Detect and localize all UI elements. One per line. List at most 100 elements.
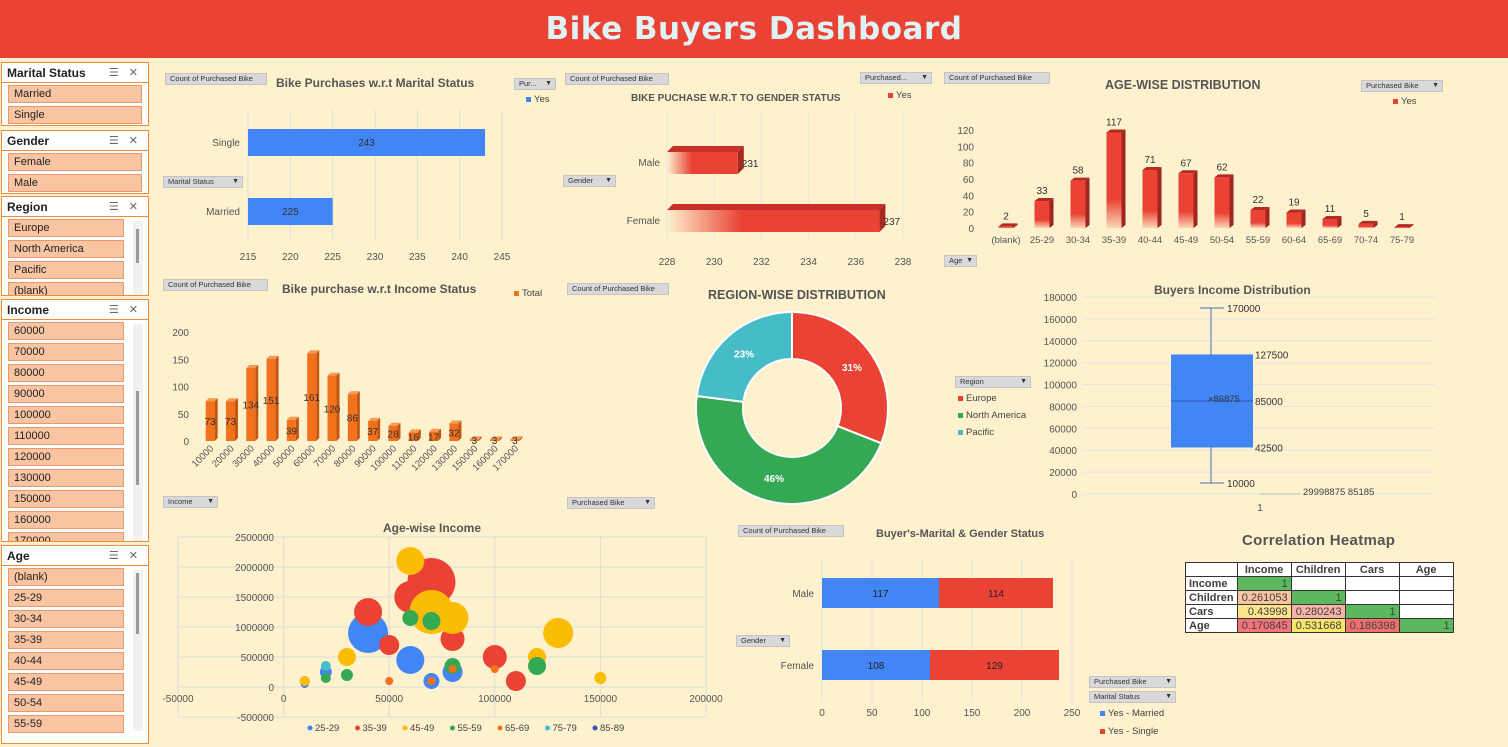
clear-filter-icon[interactable]: ✕: [128, 66, 138, 79]
field-button-count[interactable]: Count of Purchased Bike: [163, 279, 268, 291]
slicer-item[interactable]: 50-54: [8, 694, 124, 712]
field-button-purchased[interactable]: Purchased Bike ▼: [1361, 80, 1443, 92]
slicer-item[interactable]: Europe: [8, 219, 124, 237]
slicer-item[interactable]: 30-34: [8, 610, 124, 628]
data-label: 117: [1106, 117, 1122, 128]
slicer-item[interactable]: 70000: [8, 343, 124, 361]
bubble: [482, 645, 507, 669]
corr-cell: 0.170845: [1236, 618, 1292, 633]
x-tick-label: 10000: [190, 443, 216, 469]
field-button-gender[interactable]: Gender ▼: [563, 175, 616, 187]
multiselect-icon[interactable]: ☰: [108, 303, 119, 316]
y-tick-label: 180000: [1044, 293, 1078, 304]
field-button-count[interactable]: Count of Purchased Bike: [944, 72, 1050, 84]
field-button-count[interactable]: Count of Purchased Bike: [565, 73, 669, 85]
x-tick-label: 30000: [230, 443, 256, 469]
x-tick-label: (blank): [991, 235, 1020, 246]
slicer-item[interactable]: (blank): [8, 568, 124, 586]
slicer-scrollbar[interactable]: [133, 324, 143, 541]
multiselect-icon[interactable]: ☰: [108, 134, 119, 147]
slicer-item[interactable]: 60000: [8, 322, 124, 340]
bar-top: [225, 398, 238, 402]
field-button-count[interactable]: Count of Purchased Bike: [567, 283, 669, 295]
multiselect-icon[interactable]: ☰: [108, 200, 119, 213]
slicer-item[interactable]: 40-44: [8, 652, 124, 670]
slicer-item[interactable]: 170000: [8, 532, 124, 541]
corr-row-header: Children: [1185, 590, 1238, 605]
slicer-region[interactable]: Region ☰ ✕ Europe North America Pacific (blan…: [1, 196, 149, 296]
legend-label: 45-49: [410, 723, 434, 734]
slicer-item[interactable]: 100000: [8, 406, 124, 424]
slicer-scrollbar[interactable]: [133, 221, 143, 295]
slicer-item[interactable]: 45-49: [8, 673, 124, 691]
multiselect-icon[interactable]: ☰: [108, 66, 119, 79]
field-button-purchased[interactable]: Purchased Bike ▼: [1089, 676, 1176, 688]
field-button-marital[interactable]: Marital Status ▼: [1089, 691, 1176, 703]
field-button-purchased[interactable]: Pur... ▼: [514, 78, 556, 90]
bar-top: [307, 350, 320, 354]
slicer-item[interactable]: Married: [8, 85, 142, 103]
bar-top: [449, 420, 462, 424]
field-button-purchased[interactable]: Purchased Bike ▼: [567, 497, 655, 509]
slicer-item[interactable]: (blank): [8, 282, 124, 295]
data-label: 71: [1144, 155, 1156, 166]
bubble: [354, 598, 383, 626]
y-tick-label: 40: [963, 191, 975, 202]
field-button-income[interactable]: Income ▼: [163, 496, 218, 508]
filter-icon: ▼: [966, 257, 973, 264]
mean-label: ×86875: [1208, 394, 1240, 405]
slicer-age[interactable]: Age ☰ ✕ (blank) 25-29 30-34 35-39 40-44 45-49 50…: [1, 545, 149, 744]
bubble: [402, 610, 419, 626]
slicer-item[interactable]: 55-59: [8, 715, 124, 733]
slicer-item[interactable]: 130000: [8, 469, 124, 487]
bar-side: [1013, 223, 1018, 228]
field-button-gender[interactable]: Gender ▼: [736, 635, 790, 647]
slicer-item[interactable]: 120000: [8, 448, 124, 466]
legend-item-married: Yes - Married: [1100, 708, 1164, 719]
stacked-bar: [822, 578, 939, 608]
data-label: 28: [387, 429, 399, 440]
bar: [286, 419, 296, 441]
slicer-item[interactable]: 160000: [8, 511, 124, 529]
slicer-scrollbar[interactable]: [133, 570, 143, 731]
slicer-item[interactable]: 110000: [8, 427, 124, 445]
slicer-item[interactable]: 35-39: [8, 631, 124, 649]
slicer-item[interactable]: 90000: [8, 385, 124, 403]
data-label: 170000: [1227, 304, 1261, 315]
slicer-item[interactable]: 25-29: [8, 589, 124, 607]
slicer-income[interactable]: Income ☰ ✕ 60000 70000 80000 90000 100000 11000…: [1, 299, 149, 542]
slicer-item[interactable]: Male: [8, 174, 142, 192]
clear-filter-icon[interactable]: ✕: [128, 200, 138, 213]
slicer-item[interactable]: Pacific: [8, 261, 124, 279]
bubble: [422, 612, 441, 630]
slicer-item[interactable]: Female: [8, 153, 142, 171]
x-tick-label: 75-79: [1390, 235, 1414, 246]
bar: [368, 420, 378, 441]
field-button-count[interactable]: Count of Purchased Bike: [165, 73, 267, 85]
field-button-purchased[interactable]: Purchased... ▼: [860, 72, 932, 84]
slicer-item[interactable]: Single: [8, 106, 142, 124]
bar-top: [246, 364, 259, 368]
slicer-gender[interactable]: Gender ☰ ✕ Female Male: [1, 130, 149, 194]
bar-top: [667, 146, 744, 152]
bar-side: [478, 436, 482, 441]
data-label: 62: [1216, 162, 1228, 173]
slicer-marital-status[interactable]: Marital Status ☰ ✕ Married Single: [1, 62, 149, 126]
multiselect-icon[interactable]: ☰: [108, 549, 119, 562]
field-button-age[interactable]: Age ▼: [944, 255, 977, 267]
slicer-item[interactable]: North America: [8, 240, 124, 258]
clear-filter-icon[interactable]: ✕: [128, 134, 138, 147]
clear-filter-icon[interactable]: ✕: [128, 303, 138, 316]
field-button-marital[interactable]: Marital Status ▼: [163, 176, 243, 188]
field-button-region[interactable]: Region ▼: [955, 376, 1031, 388]
data-label: 37: [367, 427, 379, 438]
slicer-item[interactable]: 80000: [8, 364, 124, 382]
data-label: 120: [324, 404, 341, 415]
slicer-item[interactable]: 150000: [8, 490, 124, 508]
bar: [667, 152, 738, 174]
field-button-count[interactable]: Count of Purchased Bike: [738, 525, 844, 537]
x-tick-label: 245: [494, 252, 511, 263]
legend-marker: [450, 725, 455, 731]
bar-top: [1034, 198, 1054, 202]
clear-filter-icon[interactable]: ✕: [128, 549, 138, 562]
